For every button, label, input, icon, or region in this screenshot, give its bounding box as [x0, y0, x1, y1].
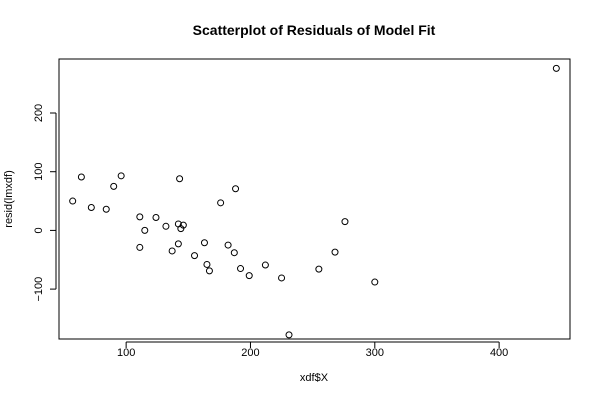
data-point	[205, 267, 213, 275]
data-point	[176, 175, 184, 183]
data-point	[237, 265, 245, 273]
data-point	[191, 252, 199, 260]
data-point	[141, 226, 149, 234]
plot-frame	[58, 58, 571, 340]
y-axis: −100 0 100 200	[33, 104, 57, 302]
data-point	[245, 272, 253, 280]
data-point	[285, 331, 293, 339]
chart-title: Scatterplot of Residuals of Model Fit	[193, 22, 436, 38]
data-point	[102, 205, 110, 213]
data-point	[230, 249, 238, 257]
y-axis-label: resid(lmxdf)	[3, 170, 15, 227]
data-point	[217, 199, 225, 207]
data-point	[77, 173, 85, 181]
y-tick-label: 0	[33, 227, 45, 233]
y-tick-label: −100	[33, 277, 45, 302]
data-point	[371, 278, 379, 286]
data-point	[315, 265, 323, 273]
data-point	[87, 204, 95, 212]
data-point	[203, 260, 211, 268]
data-point	[278, 274, 286, 282]
data-point	[200, 239, 208, 247]
y-tick-label: 100	[33, 163, 45, 181]
data-point	[331, 248, 339, 256]
data-point	[232, 185, 240, 193]
data-point	[110, 182, 118, 190]
x-axis-label: xdf$X	[300, 372, 329, 384]
data-point	[136, 243, 144, 251]
data-points	[69, 64, 560, 339]
data-point	[152, 213, 160, 221]
x-axis: 100 200 300 400	[117, 341, 508, 359]
data-point	[168, 247, 176, 255]
x-tick-label: 200	[241, 347, 259, 359]
data-point	[117, 172, 125, 180]
data-point	[69, 197, 77, 205]
data-point	[174, 240, 182, 248]
data-point	[162, 222, 170, 230]
data-point	[224, 241, 232, 249]
x-tick-label: 100	[117, 347, 135, 359]
data-point	[552, 64, 560, 72]
x-tick-label: 300	[366, 347, 384, 359]
data-point	[261, 261, 269, 269]
data-point	[341, 218, 349, 226]
x-tick-label: 400	[490, 347, 508, 359]
data-point	[179, 221, 187, 229]
data-point	[136, 213, 144, 221]
y-tick-label: 200	[33, 104, 45, 122]
